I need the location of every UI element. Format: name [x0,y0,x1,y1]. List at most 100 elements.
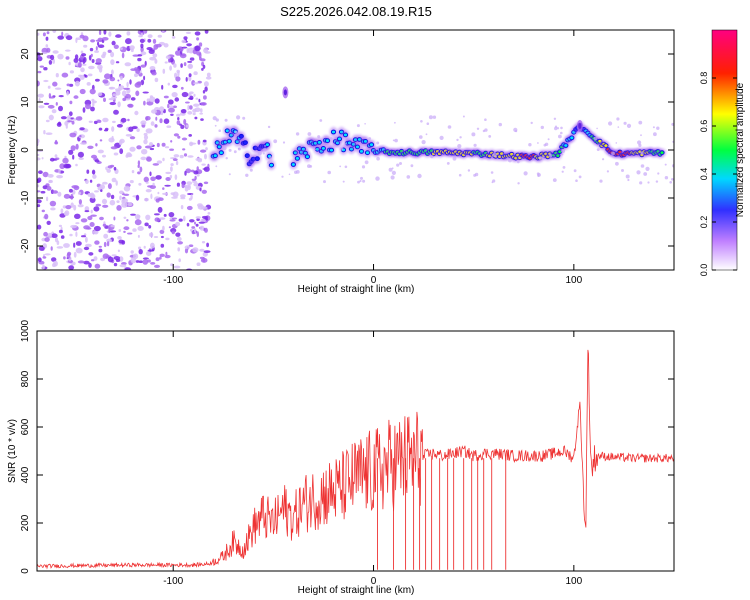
noise-blob [120,75,123,81]
noise-blob [68,111,73,117]
noise-blob [52,58,55,64]
noise-blob [182,148,186,151]
noise-blob [98,66,103,73]
noise-blob [177,71,180,77]
noise-blob [113,44,119,49]
noise-blob [82,35,89,42]
ridge-peak [219,151,223,155]
noise-blob [143,139,148,145]
noise-blob [111,40,116,46]
faint-dot [637,140,642,145]
noise-blob [68,149,74,155]
noise-blob [165,251,168,256]
noise-blob [99,184,106,190]
noise-blob [172,84,178,89]
noise-blob [69,70,74,74]
noise-blob [88,262,92,268]
noise-blob [173,63,177,68]
noise-blob [111,254,117,257]
noise-blob [145,214,151,221]
noise-blob [46,186,52,191]
noise-blob [43,130,46,135]
noise-blob [191,180,198,183]
noise-blob [56,246,64,249]
noise-blob [44,237,50,243]
faint-dot [233,150,237,154]
faint-dot [392,139,395,142]
noise-blob [40,190,46,194]
noise-blob [72,154,75,160]
noise-blob [107,49,112,53]
noise-blob [158,197,164,201]
noise-blob [115,180,118,186]
colorbar-ticks: 0.0 0.2 0.4 0.6 0.8 [699,72,737,276]
noise-blob [127,153,133,158]
snr-y-tick-label: 800 [20,370,31,387]
noise-blob [193,82,199,85]
faint-dot [228,173,231,176]
noise-blob [75,241,82,246]
noise-blob [177,247,180,252]
noise-blob [95,78,100,82]
noise-blob [183,153,188,157]
noise-blob [73,95,79,99]
noise-blob [189,142,197,145]
noise-blob [164,146,170,149]
faint-dot [215,118,219,122]
noise-blob [186,205,193,211]
faint-dot [394,138,398,143]
noise-blob [113,262,118,267]
noise-blob [150,121,155,126]
noise-blob [91,98,95,102]
noise-blob [52,50,59,54]
noise-blob [192,108,197,113]
faint-dot [428,115,433,120]
noise-blob [195,216,201,219]
noise-blob [184,186,189,192]
noise-blob [41,209,45,213]
noise-blob [185,77,188,82]
noise-blob [183,118,187,125]
noise-blob [148,225,152,229]
noise-blob [203,166,210,172]
noise-blob [140,120,147,125]
noise-blob [161,84,164,90]
spectrogram-x-tick-label: 100 [565,275,582,286]
noise-blob [186,222,190,227]
noise-blob [90,214,97,217]
noise-blob [181,137,188,141]
faint-dot [596,127,598,130]
noise-blob [170,113,174,117]
faint-dot [421,140,426,145]
faint-dot [245,173,249,177]
noise-blob [93,120,98,125]
noise-blob [192,112,196,116]
noise-blob [122,198,128,203]
faint-dot [417,173,422,179]
faint-dot [419,135,423,139]
faint-dot [517,160,520,164]
noise-blob [111,177,117,183]
noise-blob [112,120,116,124]
noise-blob [102,51,107,56]
faint-dot [561,153,564,156]
noise-blob [89,47,94,52]
faint-dot [406,175,411,179]
noise-blob [152,53,158,58]
noise-blob [74,213,81,219]
noise-blob [56,122,62,127]
noise-blob [164,254,171,259]
faint-dot [456,138,459,142]
noise-blob [92,102,95,107]
noise-blob [171,36,176,39]
ridge-peak [365,151,370,155]
ridge-peak [337,137,342,141]
faint-dot [396,163,400,167]
noise-blob [185,101,190,104]
faint-dot [490,171,494,174]
noise-blob [139,166,143,173]
faint-dot [410,164,414,168]
noise-blob [117,236,122,240]
noise-blob [51,257,57,262]
noise-blob [60,235,65,239]
